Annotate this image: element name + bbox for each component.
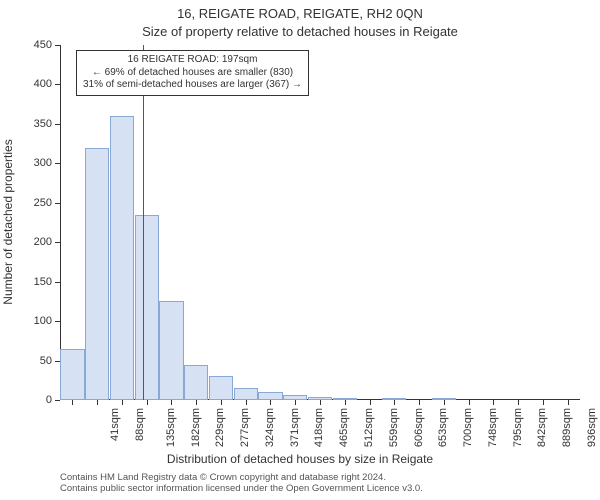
histogram-bar xyxy=(209,376,233,400)
y-tick xyxy=(55,400,60,401)
caption-line-2: Contains public sector information licen… xyxy=(60,483,423,494)
y-tick xyxy=(55,45,60,46)
chart-root: 16, REIGATE ROAD, REIGATE, RH2 0QN Size … xyxy=(0,0,600,500)
histogram-bar xyxy=(159,301,183,400)
histogram-bar xyxy=(110,116,134,400)
x-tick xyxy=(543,400,544,405)
address-title: 16, REIGATE ROAD, REIGATE, RH2 0QN xyxy=(0,6,600,21)
y-tick-label: 100 xyxy=(34,315,52,327)
x-tick xyxy=(370,400,371,405)
histogram-bar xyxy=(184,365,208,401)
y-tick-label: 350 xyxy=(34,118,52,130)
x-tick xyxy=(444,400,445,405)
plot-area: 05010015020025030035040045041sqm88sqm135… xyxy=(60,45,580,400)
histogram-bar xyxy=(60,349,84,400)
y-tick xyxy=(55,242,60,243)
x-tick-label: 795sqm xyxy=(512,408,524,447)
y-tick xyxy=(55,124,60,125)
x-tick xyxy=(419,400,420,405)
y-tick-label: 250 xyxy=(34,197,52,209)
x-tick xyxy=(196,400,197,405)
x-tick-label: 559sqm xyxy=(388,408,400,447)
x-tick xyxy=(72,400,73,405)
x-tick-label: 324sqm xyxy=(264,408,276,447)
y-tick xyxy=(55,321,60,322)
data-source-caption: Contains HM Land Registry data © Crown c… xyxy=(60,472,423,495)
x-tick xyxy=(295,400,296,405)
x-tick-label: 88sqm xyxy=(134,408,146,441)
x-tick xyxy=(568,400,569,405)
histogram-bar xyxy=(85,148,109,400)
y-tick-label: 50 xyxy=(40,355,52,367)
histogram-bar xyxy=(234,388,258,400)
y-axis-label: Number of detached properties xyxy=(1,139,15,304)
x-tick xyxy=(122,400,123,405)
x-tick-label: 465sqm xyxy=(338,408,350,447)
x-tick xyxy=(320,400,321,405)
x-tick xyxy=(147,400,148,405)
histogram-bar xyxy=(258,392,282,400)
marker-annotation: 16 REIGATE ROAD: 197sqm← 69% of detached… xyxy=(76,50,309,96)
x-tick-label: 41sqm xyxy=(109,408,121,441)
property-marker-line xyxy=(143,45,144,400)
x-tick xyxy=(518,400,519,405)
x-tick-label: 182sqm xyxy=(190,408,202,447)
x-tick-label: 277sqm xyxy=(239,408,251,447)
x-tick xyxy=(221,400,222,405)
y-tick-label: 200 xyxy=(34,236,52,248)
x-tick-label: 229sqm xyxy=(215,408,227,447)
y-tick-label: 150 xyxy=(34,276,52,288)
annotation-line: 31% of semi-detached houses are larger (… xyxy=(83,79,302,92)
x-tick xyxy=(270,400,271,405)
annotation-line: 16 REIGATE ROAD: 197sqm xyxy=(83,54,302,67)
x-tick xyxy=(394,400,395,405)
x-tick-label: 748sqm xyxy=(487,408,499,447)
y-tick xyxy=(55,84,60,85)
y-tick-label: 300 xyxy=(34,157,52,169)
x-tick-label: 371sqm xyxy=(289,408,301,447)
x-tick-label: 606sqm xyxy=(413,408,425,447)
x-tick-label: 653sqm xyxy=(437,408,449,447)
y-tick xyxy=(55,282,60,283)
x-tick xyxy=(469,400,470,405)
x-tick xyxy=(171,400,172,405)
chart-subtitle: Size of property relative to detached ho… xyxy=(0,24,600,39)
y-tick xyxy=(55,163,60,164)
x-tick-label: 135sqm xyxy=(165,408,177,447)
y-tick-label: 450 xyxy=(34,39,52,51)
x-tick-label: 889sqm xyxy=(561,408,573,447)
histogram-bar xyxy=(135,215,159,400)
x-tick xyxy=(493,400,494,405)
x-tick xyxy=(97,400,98,405)
x-tick-label: 700sqm xyxy=(462,408,474,447)
annotation-line: ← 69% of detached houses are smaller (83… xyxy=(83,67,302,80)
x-tick xyxy=(246,400,247,405)
y-tick-label: 0 xyxy=(46,394,52,406)
caption-line-1: Contains HM Land Registry data © Crown c… xyxy=(60,472,423,483)
x-tick-label: 936sqm xyxy=(586,408,598,447)
x-tick xyxy=(345,400,346,405)
y-tick-label: 400 xyxy=(34,78,52,90)
x-tick-label: 842sqm xyxy=(536,408,548,447)
x-axis-label: Distribution of detached houses by size … xyxy=(0,452,600,466)
y-tick xyxy=(55,203,60,204)
x-tick-label: 512sqm xyxy=(363,408,375,447)
x-tick-label: 418sqm xyxy=(314,408,326,447)
